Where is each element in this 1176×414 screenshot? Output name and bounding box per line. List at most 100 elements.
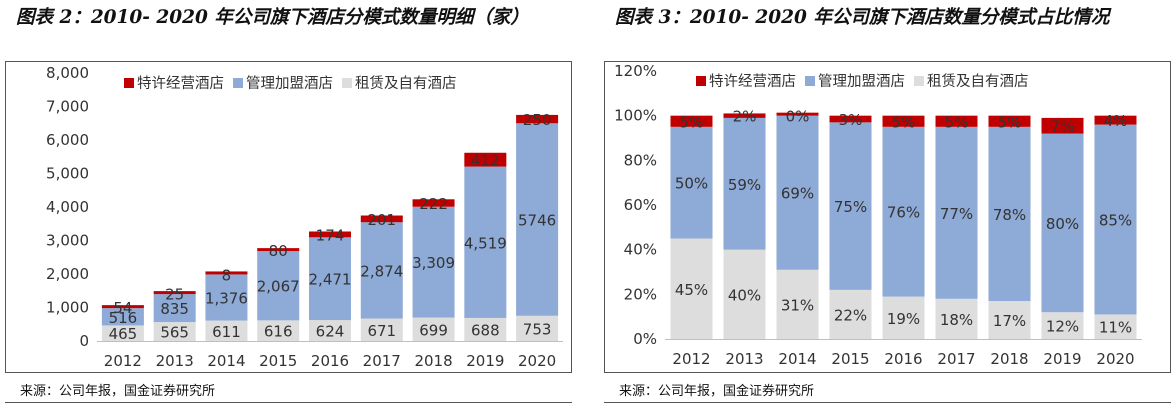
data-label: 25	[165, 286, 184, 304]
bar-leased	[101, 325, 144, 341]
bar-managed	[412, 206, 455, 318]
bar-franchise	[670, 115, 713, 127]
bar-leased	[412, 317, 455, 341]
bar-managed	[464, 166, 507, 318]
bar-leased	[1094, 314, 1137, 339]
y-tick-label: 0%	[633, 330, 657, 348]
bar-franchise	[360, 215, 403, 223]
x-tick-label: 2012	[672, 350, 710, 368]
x-tick-label: 2017	[937, 350, 975, 368]
bar-franchise	[412, 199, 455, 207]
bar-franchise	[1041, 117, 1084, 134]
bar-managed	[935, 126, 978, 299]
data-label: 45%	[675, 281, 708, 299]
bar-franchise	[776, 112, 819, 116]
divider-right	[604, 402, 1171, 403]
data-label: 688	[471, 321, 500, 339]
data-label: 201	[367, 211, 396, 229]
legend-label: 管理加盟酒店	[246, 75, 333, 92]
data-label: 222	[419, 195, 448, 213]
data-label: 0%	[786, 108, 810, 126]
source-note-left: 来源：公司年报，国金证券研究所	[20, 384, 216, 399]
data-label: 753	[523, 320, 552, 338]
bar-managed	[988, 126, 1031, 302]
legend-label: 租赁及自有酒店	[355, 75, 457, 92]
y-tick-label: 60%	[624, 196, 657, 214]
bar-managed	[153, 294, 196, 323]
data-label: 31%	[781, 296, 814, 314]
chart-title-left: 图表 2：2010- 2020 年公司旗下酒店分模式数量明细（家）	[16, 7, 529, 28]
bar-managed	[257, 251, 300, 321]
y-tick-label: 4,000	[46, 198, 89, 216]
y-tick-label: 1,000	[46, 299, 89, 317]
bar-leased	[935, 298, 978, 339]
bar-franchise	[723, 113, 766, 118]
bar-managed	[360, 222, 403, 319]
x-tick-label: 2019	[1043, 350, 1081, 368]
x-tick-label: 2020	[518, 352, 556, 370]
data-label: 2,067	[257, 278, 300, 296]
data-label: 671	[367, 322, 396, 340]
chart-svg-right: 0% 20% 40% 60% 80% 100% 120% 2012 2013 2014 2015 20…	[614, 62, 1142, 368]
data-label: 2,471	[309, 271, 352, 289]
x-tick-label: 2020	[1096, 350, 1134, 368]
data-label: 5746	[518, 212, 556, 230]
y-tick-label: 120%	[614, 62, 657, 80]
data-label: 69%	[781, 185, 814, 203]
chart-svg-left: 0 1,000 2,000 3,000 4,000 5,000 6,000 7,000 8,00…	[46, 64, 563, 370]
chart-panel-left: 图表 2：2010- 2020 年公司旗下酒店分模式数量明细（家） 0 1,000…	[0, 0, 575, 414]
data-label: 5%	[945, 113, 969, 131]
bar-leased	[829, 289, 872, 339]
divider-left	[5, 402, 572, 403]
x-tick-label: 2016	[311, 352, 349, 370]
data-label: 54	[113, 299, 132, 317]
data-label: 2,874	[360, 262, 403, 280]
data-label: 77%	[940, 205, 973, 223]
data-label: 835	[160, 300, 189, 318]
data-label: 5%	[680, 113, 704, 131]
data-label: 50%	[675, 175, 708, 193]
bar-franchise	[464, 152, 507, 167]
bar-leased	[360, 318, 403, 341]
bar-managed	[516, 123, 559, 316]
data-label: 85%	[1099, 212, 1132, 230]
bar-managed	[1094, 124, 1137, 315]
data-label: 59%	[728, 176, 761, 194]
x-tick-label: 2016	[884, 350, 922, 368]
data-label: 4%	[1104, 112, 1128, 130]
legend-swatch	[342, 78, 352, 88]
bar-leased	[153, 322, 196, 341]
data-label: 565	[160, 324, 189, 342]
bar-leased	[205, 320, 248, 341]
bar-managed	[829, 122, 872, 290]
data-label: 174	[316, 226, 345, 244]
bar-leased	[516, 315, 559, 341]
y-tick-label: 40%	[624, 241, 657, 259]
bar-franchise	[205, 271, 248, 275]
data-label: 40%	[728, 286, 761, 304]
data-label: 516	[109, 309, 138, 327]
x-tick-label: 2018	[990, 350, 1028, 368]
bar-leased	[464, 317, 507, 341]
bar-managed	[882, 126, 925, 297]
data-label: 2%	[733, 108, 757, 126]
data-label: 616	[264, 323, 293, 341]
x-tick-label: 2014	[207, 352, 245, 370]
data-label: 250	[523, 111, 552, 129]
bar-managed	[723, 117, 766, 250]
bar-leased	[988, 301, 1031, 339]
data-label: 78%	[993, 206, 1026, 224]
data-label: 80	[269, 242, 288, 260]
data-label: 3,309	[412, 254, 455, 272]
bar-managed	[776, 115, 819, 270]
x-tick-label: 2013	[725, 350, 763, 368]
data-label: 624	[316, 323, 345, 341]
legend-label: 特许经营酒店	[709, 73, 796, 90]
bar-franchise	[988, 115, 1031, 127]
bar-managed	[1041, 133, 1084, 313]
x-tick-label: 2013	[156, 352, 194, 370]
bar-leased	[1041, 312, 1084, 339]
data-label: 76%	[887, 204, 920, 222]
data-label: 19%	[887, 310, 920, 328]
bar-managed	[101, 308, 144, 326]
